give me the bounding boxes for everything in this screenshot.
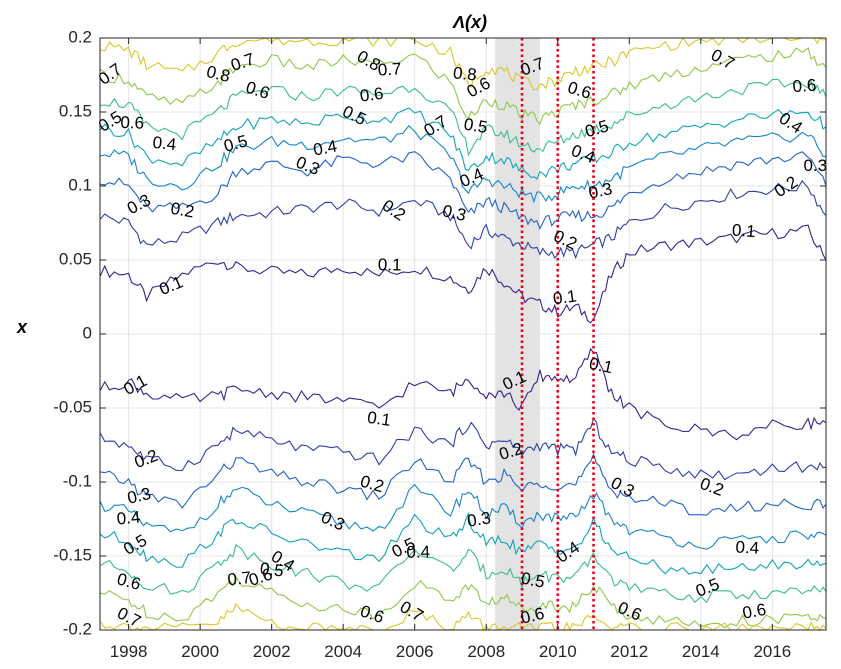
x-tick-label: 2014: [682, 642, 720, 661]
y-tick-label: -0.2: [63, 619, 92, 638]
y-tick-label: -0.05: [53, 397, 92, 416]
contour-label: 0.3: [125, 484, 152, 508]
contour-label: 0.3: [466, 508, 492, 530]
tick-labels: 1998 2000 2002 2004 2006 2008 2010 2012 2014 2016…: [53, 27, 791, 661]
y-tick-label: 0.05: [59, 249, 92, 268]
x-tick-label: 1998: [110, 642, 148, 661]
shaded-region-layer: [495, 38, 540, 630]
contour-label: 0.1: [378, 255, 402, 274]
contour-label: 0.4: [152, 133, 177, 154]
contour-line-upper-0-1: [99, 224, 827, 324]
contour-line-lower-0-1: [99, 347, 827, 441]
contour-line-lower-0-6: [99, 543, 827, 604]
contour-line-upper-0-6: [99, 78, 827, 157]
contour-label: 0.5: [259, 559, 285, 581]
y-axis-label: x: [16, 317, 28, 337]
contour-label: 0.2: [169, 199, 196, 222]
x-tick-label: 2006: [396, 642, 434, 661]
x-tick-label: 2016: [753, 642, 791, 661]
y-tick-label: 0.2: [68, 27, 92, 46]
contour-line-upper-0-4: [99, 124, 826, 204]
contour-label: 0.7: [227, 568, 252, 589]
contour-label: 0.1: [366, 408, 392, 430]
contour-label: 0.3: [803, 156, 827, 175]
contour-label: 0.3: [441, 201, 468, 225]
contour-line-lower-0-8: [99, 602, 827, 632]
y-tick-label: -0.1: [63, 471, 92, 490]
axes-frame: [99, 37, 827, 631]
x-tick-label: 2010: [539, 642, 577, 661]
y-tick-label: 0: [83, 323, 92, 342]
contour-label: 0.1: [552, 286, 578, 308]
contour-lines: [99, 36, 827, 632]
y-tick-label: -0.15: [53, 545, 92, 564]
contour-line-upper-0-7: [99, 47, 827, 126]
y-tick-label: 0.15: [59, 101, 92, 120]
contour-label: 0.4: [735, 537, 760, 557]
contour-line-lower-0-2: [99, 417, 827, 481]
contour-label: 0.6: [792, 76, 817, 97]
contour-label: 0.5: [463, 115, 489, 137]
contour-label: 0.6: [741, 600, 768, 623]
contour-line-upper-0-5: [99, 107, 827, 180]
x-tick-label: 2008: [467, 642, 505, 661]
contour-label: 0.7: [377, 59, 402, 79]
contour-line-lower-0-3: [99, 452, 827, 516]
contour-label: 0.1: [731, 221, 756, 242]
shaded-region: [495, 38, 540, 630]
contour-label: 0.8: [452, 63, 477, 84]
contour-label: 0.4: [312, 136, 339, 159]
contour-line-lower-0-7: [99, 575, 827, 629]
contour-label: 0.4: [116, 507, 141, 528]
contour-label: 0.1: [587, 354, 614, 377]
x-tick-label: 2012: [610, 642, 648, 661]
contour-label: 0.6: [120, 113, 144, 133]
contour-label: 0.5: [520, 569, 547, 592]
contour-label: 0.6: [359, 84, 385, 106]
x-tick-label: 2004: [324, 642, 362, 661]
x-tick-label: 2002: [253, 642, 291, 661]
chart-title: Λ(x): [452, 12, 487, 32]
contour-line-upper-0-2: [99, 179, 827, 260]
contour-line-lower-0-4: [99, 483, 827, 550]
x-tick-label: 2000: [181, 642, 219, 661]
contour-label: 0.4: [406, 542, 430, 561]
contour-line-upper-0-3: [99, 151, 827, 230]
contour-line-lower-0-5: [99, 511, 827, 575]
contour-label: 0.3: [587, 179, 614, 202]
y-tick-label: 0.1: [68, 175, 92, 194]
